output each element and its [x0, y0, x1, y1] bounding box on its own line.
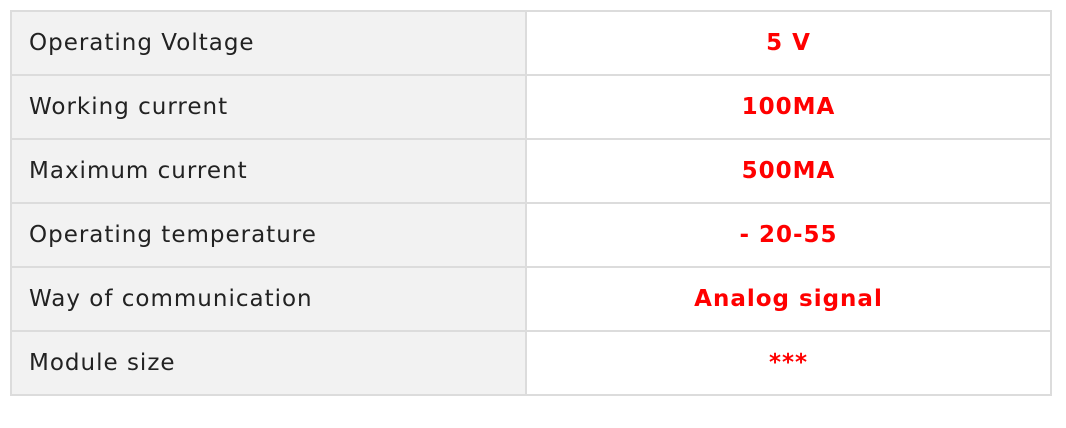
spec-table: Operating Voltage 5 V Working current 10… — [10, 10, 1052, 396]
table-row: Operating Voltage 5 V — [10, 10, 1052, 76]
row-value: 100MA — [525, 74, 1052, 140]
row-label: Module size — [10, 330, 527, 396]
row-value: Analog signal — [525, 266, 1052, 332]
table-row: Operating temperature - 20-55 — [10, 202, 1052, 268]
row-value: 500MA — [525, 138, 1052, 204]
row-value: *** — [525, 330, 1052, 396]
table-row: Module size *** — [10, 330, 1052, 396]
row-label: Operating Voltage — [10, 10, 527, 76]
row-value: 5 V — [525, 10, 1052, 76]
table-row: Way of communication Analog signal — [10, 266, 1052, 332]
row-label: Way of communication — [10, 266, 527, 332]
table-row: Working current 100MA — [10, 74, 1052, 140]
row-label: Operating temperature — [10, 202, 527, 268]
row-label: Maximum current — [10, 138, 527, 204]
table-row: Maximum current 500MA — [10, 138, 1052, 204]
row-label: Working current — [10, 74, 527, 140]
row-value: - 20-55 — [525, 202, 1052, 268]
